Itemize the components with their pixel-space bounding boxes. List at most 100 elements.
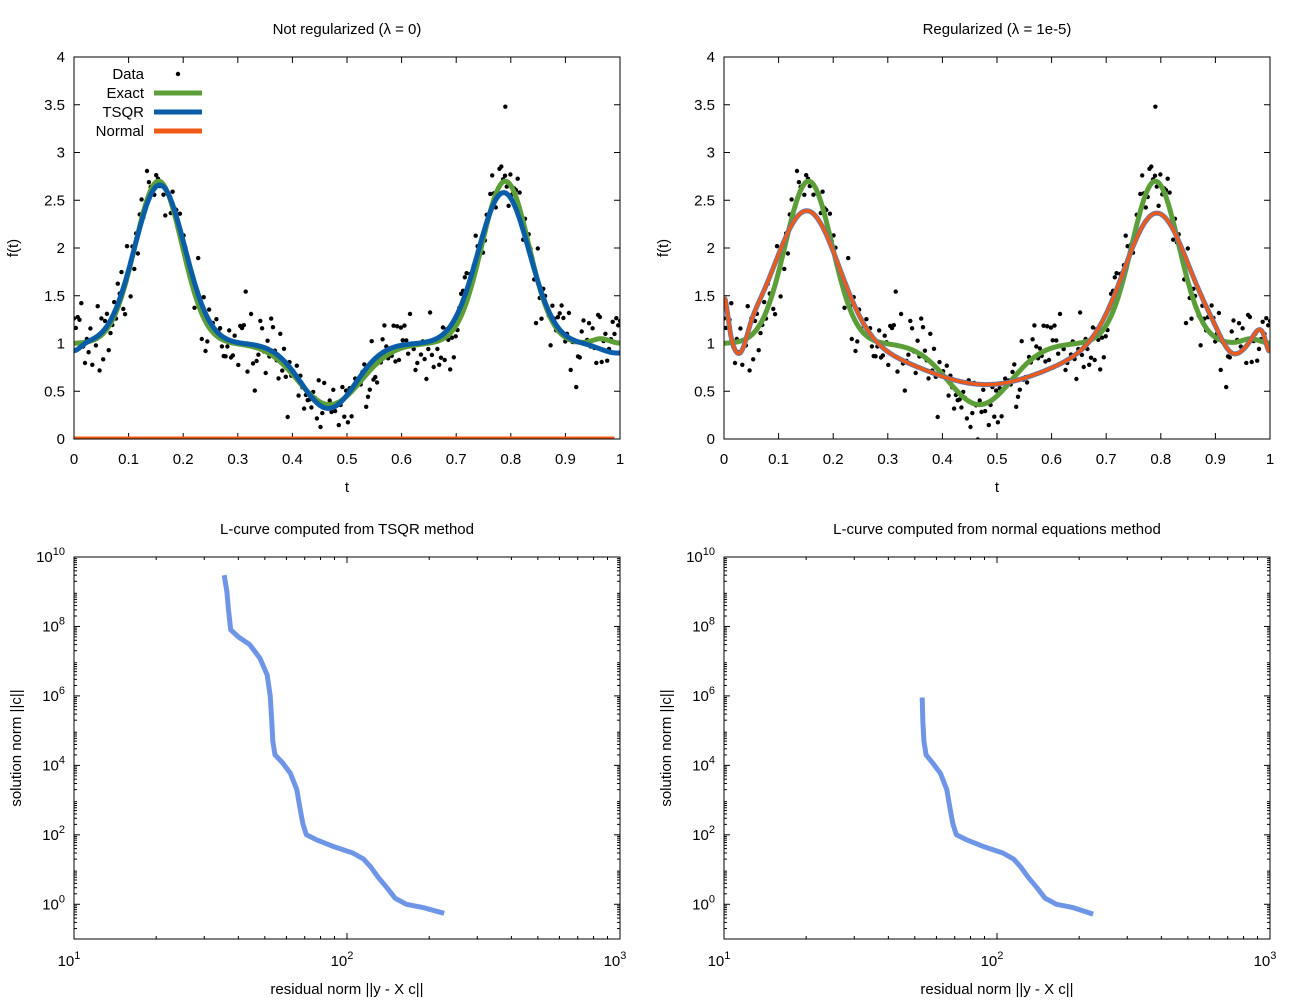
- data-point: [1189, 316, 1194, 321]
- data-point: [225, 344, 230, 349]
- data-point: [533, 320, 539, 326]
- data-point: [349, 414, 354, 419]
- data-point: [869, 344, 875, 349]
- data-point: [906, 352, 911, 357]
- chart-title: Regularized (λ = 1e-5): [923, 21, 1072, 38]
- y-tick-base: 10: [692, 757, 709, 774]
- data-point: [196, 255, 201, 261]
- x-tick-base: 10: [331, 953, 348, 970]
- data-point: [1123, 233, 1128, 238]
- legend-label-data: Data: [112, 66, 144, 83]
- data-point: [396, 357, 402, 363]
- data-point: [243, 289, 248, 294]
- data-point: [617, 318, 620, 324]
- data-point: [391, 323, 396, 328]
- data-point: [908, 318, 913, 324]
- data-point: [928, 331, 933, 336]
- data-point: [1032, 323, 1037, 328]
- data-point: [1054, 338, 1059, 343]
- data-point: [206, 307, 212, 312]
- data-point: [864, 317, 869, 322]
- data-point: [95, 304, 100, 309]
- y-tick-exponent: 6: [709, 685, 715, 697]
- data-point: [77, 317, 82, 322]
- data-point: [539, 316, 544, 321]
- data-point: [119, 269, 124, 275]
- data-point: [785, 251, 791, 256]
- data-point: [559, 303, 564, 308]
- data-point: [740, 362, 745, 367]
- data-point: [758, 330, 763, 336]
- data-point: [796, 180, 802, 185]
- data-point: [1046, 357, 1052, 363]
- data-point: [79, 301, 84, 306]
- y-tick-base: 10: [42, 757, 59, 774]
- y-tick-label: 3.5: [44, 97, 65, 114]
- data-point: [199, 336, 204, 342]
- data-point: [121, 306, 126, 312]
- data-point: [451, 355, 456, 360]
- data-point: [747, 368, 752, 373]
- data-point: [898, 311, 904, 317]
- x-tick-label: 103: [604, 950, 627, 970]
- data-point: [462, 275, 467, 280]
- data-point: [1198, 343, 1203, 348]
- legend-label-normal: Normal: [96, 123, 144, 140]
- data-point-outlier: [503, 104, 508, 109]
- data-point: [192, 305, 197, 310]
- data-point: [161, 192, 166, 197]
- data-point: [90, 362, 95, 367]
- data-point: [1074, 376, 1079, 382]
- data-point: [285, 414, 290, 420]
- data-point: [1158, 172, 1163, 177]
- data-point: [278, 331, 283, 336]
- data-point: [163, 213, 168, 218]
- data-point: [922, 348, 928, 353]
- y-tick-base: 10: [686, 549, 703, 566]
- y-tick-exponent: 4: [709, 754, 715, 766]
- data-point: [1090, 325, 1096, 330]
- data-point: [132, 266, 137, 272]
- y-tick-exponent: 2: [59, 824, 65, 836]
- y-tick-label: 100: [692, 893, 715, 913]
- x-tick-label: 0.7: [446, 451, 467, 468]
- data-point: [1081, 364, 1086, 370]
- x-tick-base: 10: [981, 953, 998, 970]
- series-line-normal: [724, 209, 1270, 387]
- x-tick-label: 0.2: [823, 451, 844, 468]
- data-point: [827, 211, 833, 216]
- data-point: [1088, 355, 1094, 360]
- data-point: [550, 303, 555, 308]
- data-point: [820, 189, 825, 194]
- y-tick-label: 3: [57, 145, 65, 162]
- data-point: [1167, 190, 1172, 195]
- data-point: [309, 405, 314, 410]
- data-point: [424, 376, 429, 382]
- data-point: [248, 311, 254, 317]
- data-point: [886, 362, 891, 368]
- x-tick-label: 0: [720, 451, 728, 468]
- data-point: [411, 346, 416, 352]
- x-tick-label: 0.4: [282, 451, 303, 468]
- data-point: [612, 331, 617, 337]
- data-point: [986, 422, 991, 428]
- data-point: [794, 168, 800, 174]
- data-point: [1255, 358, 1260, 363]
- y-tick-label: 3.5: [694, 97, 715, 114]
- data-point: [124, 244, 130, 249]
- data-point: [1165, 176, 1170, 181]
- x-axis-label: t: [995, 479, 1000, 496]
- data-point: [804, 173, 809, 178]
- data-point: [535, 246, 540, 251]
- chart-title: L-curve computed from normal equations m…: [833, 521, 1161, 538]
- data-point: [230, 353, 236, 358]
- data-point: [316, 378, 321, 383]
- series-line-exact: [74, 178, 620, 408]
- data-point: [490, 173, 495, 178]
- y-tick-label: 1010: [36, 546, 65, 566]
- y-tick-label: 0: [57, 431, 65, 448]
- data-point: [1030, 337, 1035, 342]
- data-point: [616, 323, 620, 328]
- data-point: [756, 348, 761, 353]
- x-tick-label: 0.6: [391, 451, 412, 468]
